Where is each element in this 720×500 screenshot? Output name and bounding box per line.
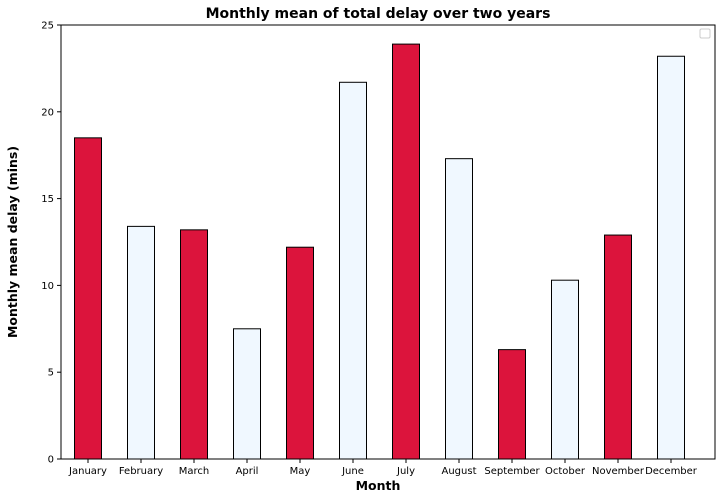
plot-frame: [60, 24, 716, 460]
y-axis-label: Monthly mean delay (mins): [5, 146, 20, 338]
bar-november: [604, 234, 632, 460]
y-tick-label: 5: [48, 368, 54, 379]
bar-june: [339, 81, 367, 460]
bar-february: [127, 225, 155, 460]
x-tick-label: July: [396, 466, 415, 477]
x-tick-label: December: [645, 466, 698, 477]
bar-august: [445, 158, 473, 460]
x-tick-label: March: [179, 466, 209, 477]
bar-july: [392, 43, 420, 460]
y-tick-label: 10: [41, 281, 54, 292]
x-axis-label: Month: [356, 478, 401, 493]
x-tick-label: April: [236, 466, 259, 477]
bar-december: [657, 55, 685, 460]
y-axis: 0 5 10 15 20 25: [41, 21, 61, 466]
legend-box: [699, 28, 711, 39]
x-tick-label: June: [341, 466, 364, 477]
bar-september: [498, 349, 526, 460]
y-tick-label: 15: [41, 194, 54, 205]
y-tick-label: 20: [41, 107, 54, 118]
x-tick-label: November: [592, 466, 645, 477]
x-tick-label: January: [68, 466, 107, 477]
x-tick-label: February: [119, 466, 163, 477]
y-tick-label: 25: [41, 21, 54, 32]
chart-title: Monthly mean of total delay over two yea…: [206, 6, 551, 22]
x-tick-label: October: [545, 466, 586, 477]
x-tick-label: August: [442, 466, 477, 477]
bar-october: [551, 279, 579, 460]
x-tick-label: September: [484, 466, 540, 477]
x-tick-label: May: [290, 466, 311, 477]
y-tick-label: 0: [48, 455, 54, 466]
bar-april: [233, 328, 261, 460]
x-axis: January February March April May June July Augu…: [68, 459, 698, 477]
bar-march: [180, 229, 208, 460]
bar-may: [286, 246, 314, 460]
bar-january: [74, 137, 102, 460]
bars-group: [74, 43, 685, 460]
